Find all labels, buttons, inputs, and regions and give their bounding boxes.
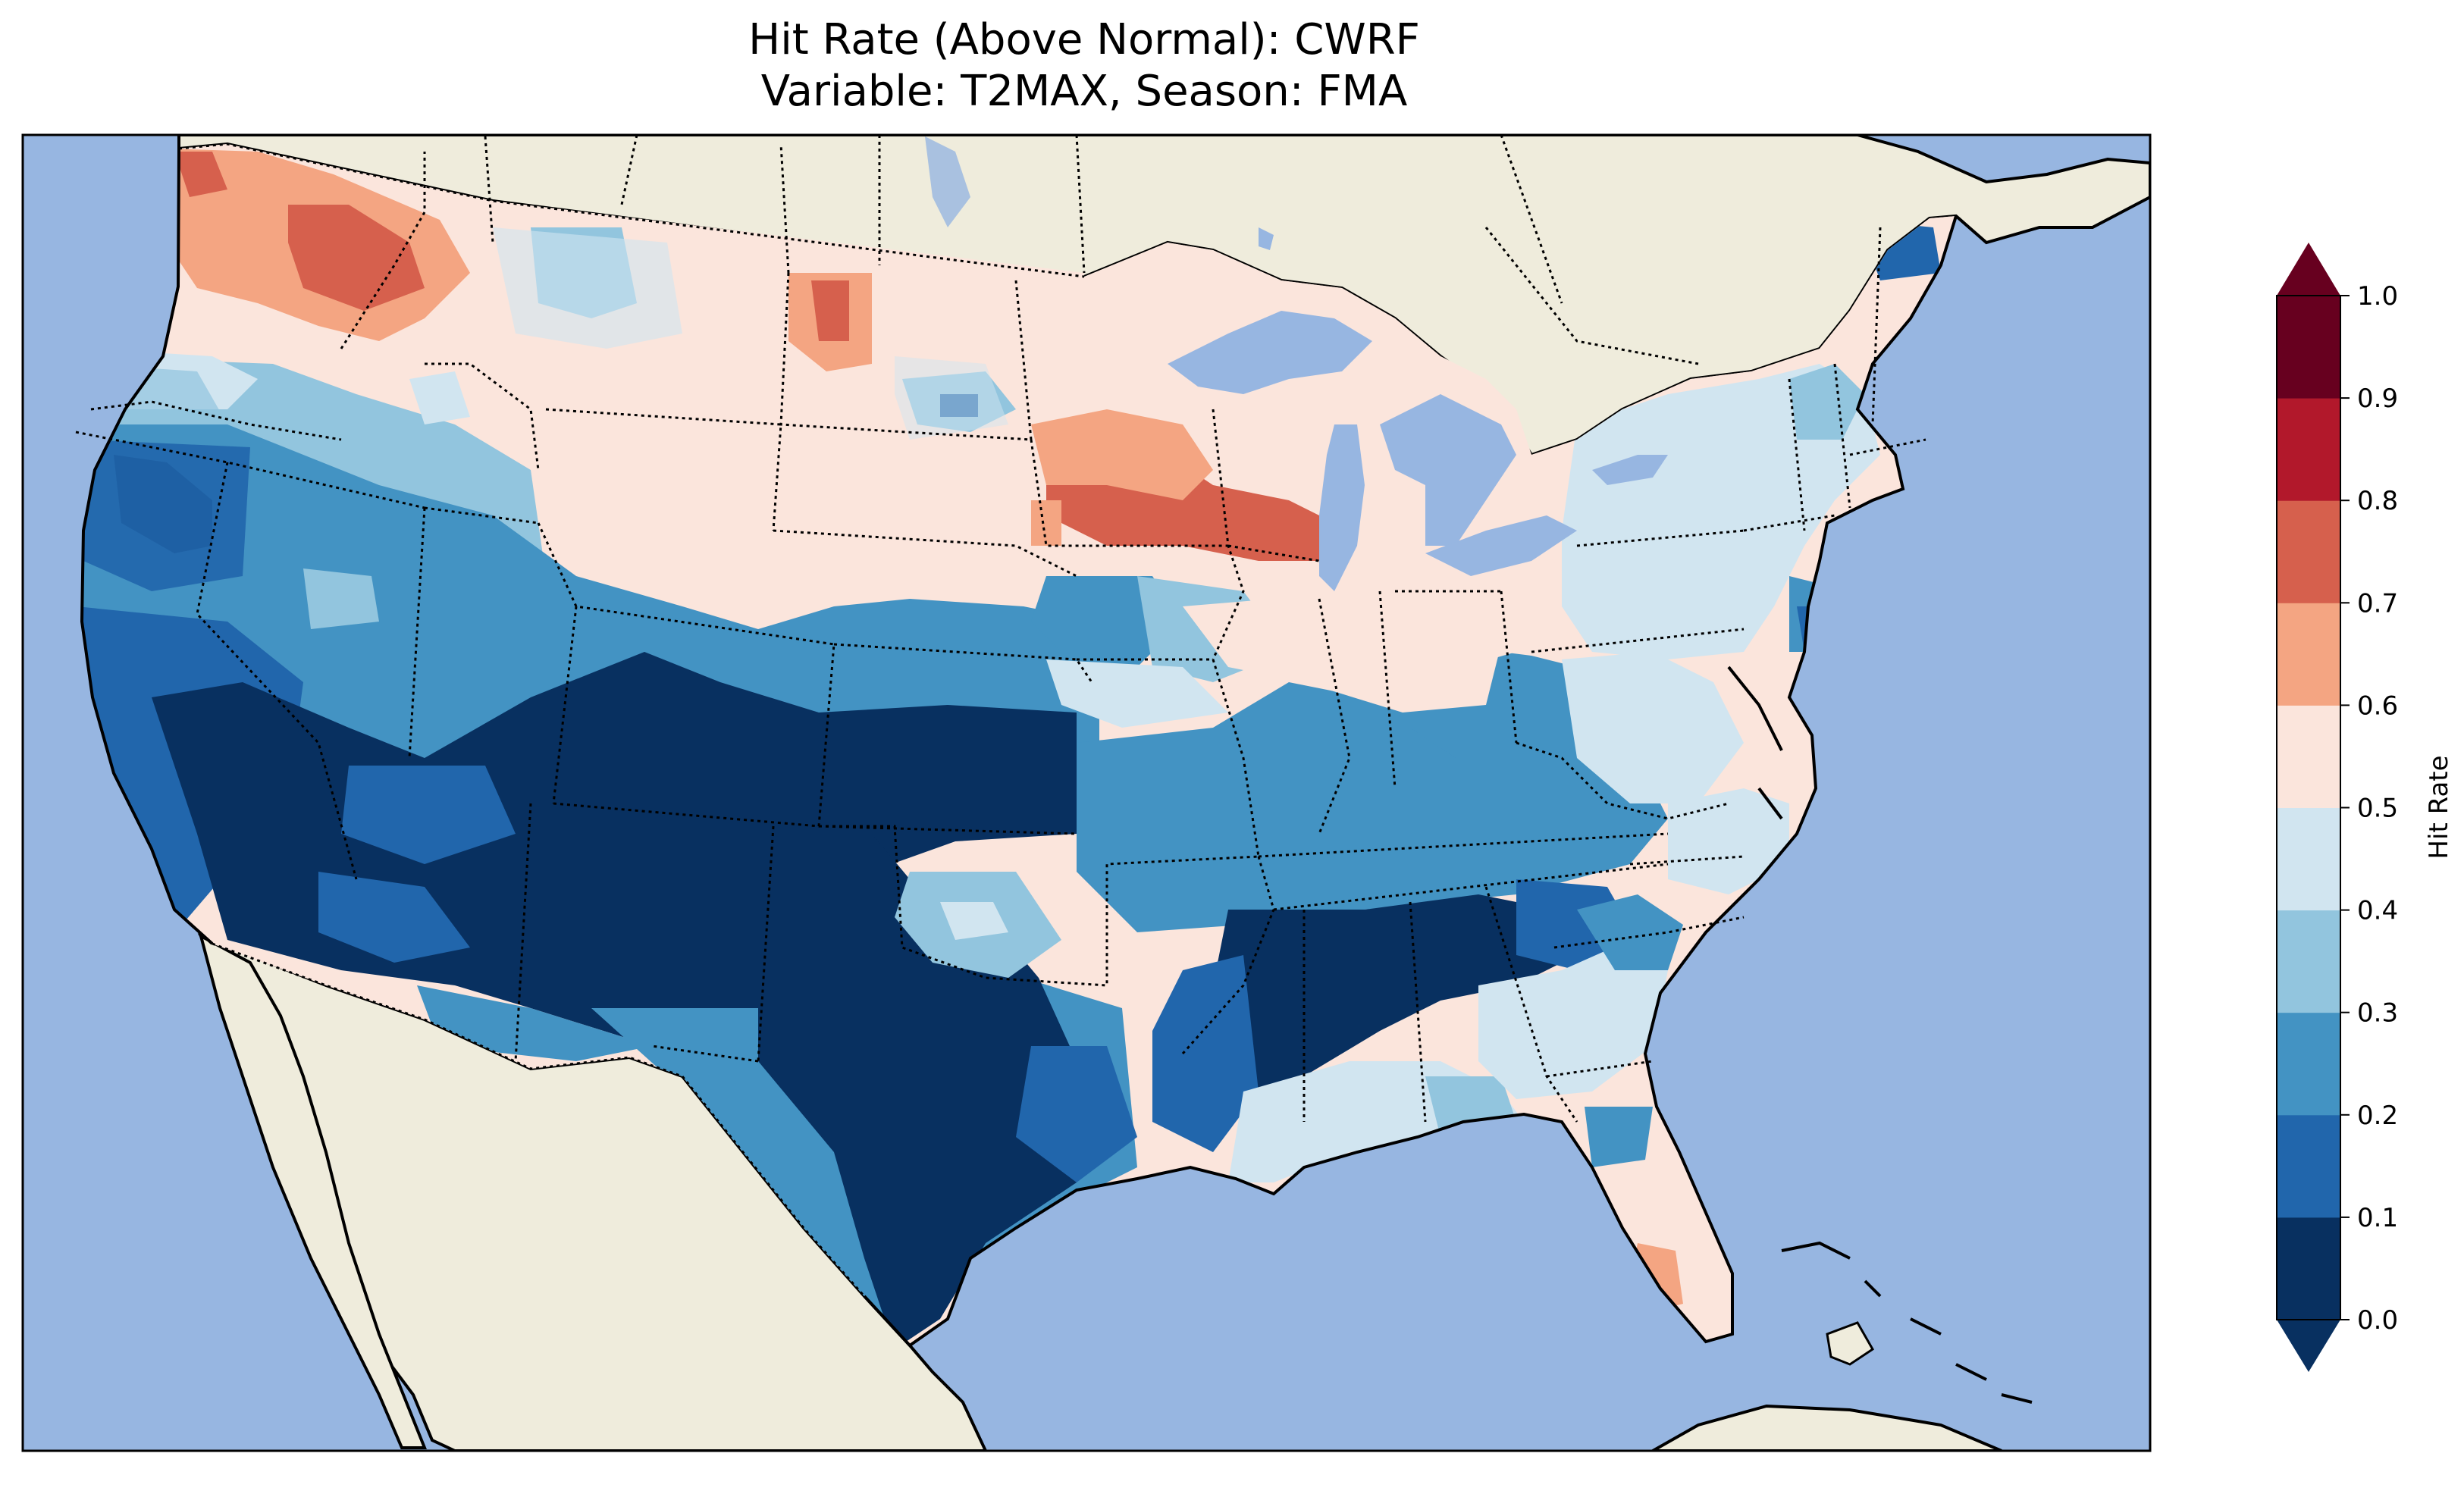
state-borders — [75, 135, 1926, 1123]
region-deep-south — [1198, 894, 1577, 1092]
colorbar-tick-label: 0.2 — [2357, 1101, 2398, 1131]
colorbar-bin-6 — [2277, 603, 2340, 706]
colorbar-bin-1 — [2277, 1114, 2340, 1218]
colorbar-tick-label: 0.7 — [2357, 588, 2398, 619]
colorbar-tick-label: 0.6 — [2357, 691, 2398, 721]
colorbar-bin-7 — [2277, 500, 2340, 603]
colorbar-label: Hit Rate — [2424, 755, 2454, 859]
colorbar-bin-4 — [2277, 807, 2340, 911]
region-great-basin — [82, 424, 1099, 758]
colorbar-tick-label: 0.9 — [2357, 384, 2398, 414]
colorbar-bin-2 — [2277, 1012, 2340, 1116]
map-title-line2: Variable: T2MAX, Season: FMA — [760, 67, 1408, 116]
great-lakes — [925, 136, 1668, 591]
map-title-line1: Hit Rate (Above Normal): CWRF — [748, 15, 1420, 64]
colorbar-bin-3 — [2277, 910, 2340, 1013]
colorbar-tick-label: 0.1 — [2357, 1203, 2398, 1233]
colorbar-tick-label: 0.3 — [2357, 998, 2398, 1029]
colorbar-bin-0 — [2277, 1217, 2340, 1320]
baja-land — [198, 933, 427, 1449]
colorbar-under-arrow — [2277, 1320, 2340, 1372]
colorbar-tick-label: 0.4 — [2357, 896, 2398, 926]
colorbar-bin-9 — [2277, 296, 2340, 399]
colorbar-bins — [2277, 296, 2340, 1320]
region-southwest-dark — [152, 652, 1077, 1076]
us-coastline — [80, 148, 1958, 1348]
colorbar-tick-label: 0.8 — [2357, 486, 2398, 516]
colorbar-tick-label: 1.0 — [2357, 281, 2398, 312]
region-southeast-coast — [1478, 940, 1668, 1099]
cuba-land — [1649, 1404, 2002, 1451]
map-frame — [21, 133, 2152, 1452]
colorbar-bin-8 — [2277, 398, 2340, 501]
colorbar-bin-5 — [2277, 705, 2340, 808]
colorbar-over-arrow — [2277, 243, 2340, 296]
colorbar-tick-label: 0.5 — [2357, 794, 2398, 824]
colorbar-tick-label: 0.0 — [2357, 1305, 2398, 1336]
colorbar-ticks: 0.0 0.1 0.2 0.3 0.4 0.5 0.6 0.7 0.8 0.9 1.0 — [2340, 281, 2398, 1336]
